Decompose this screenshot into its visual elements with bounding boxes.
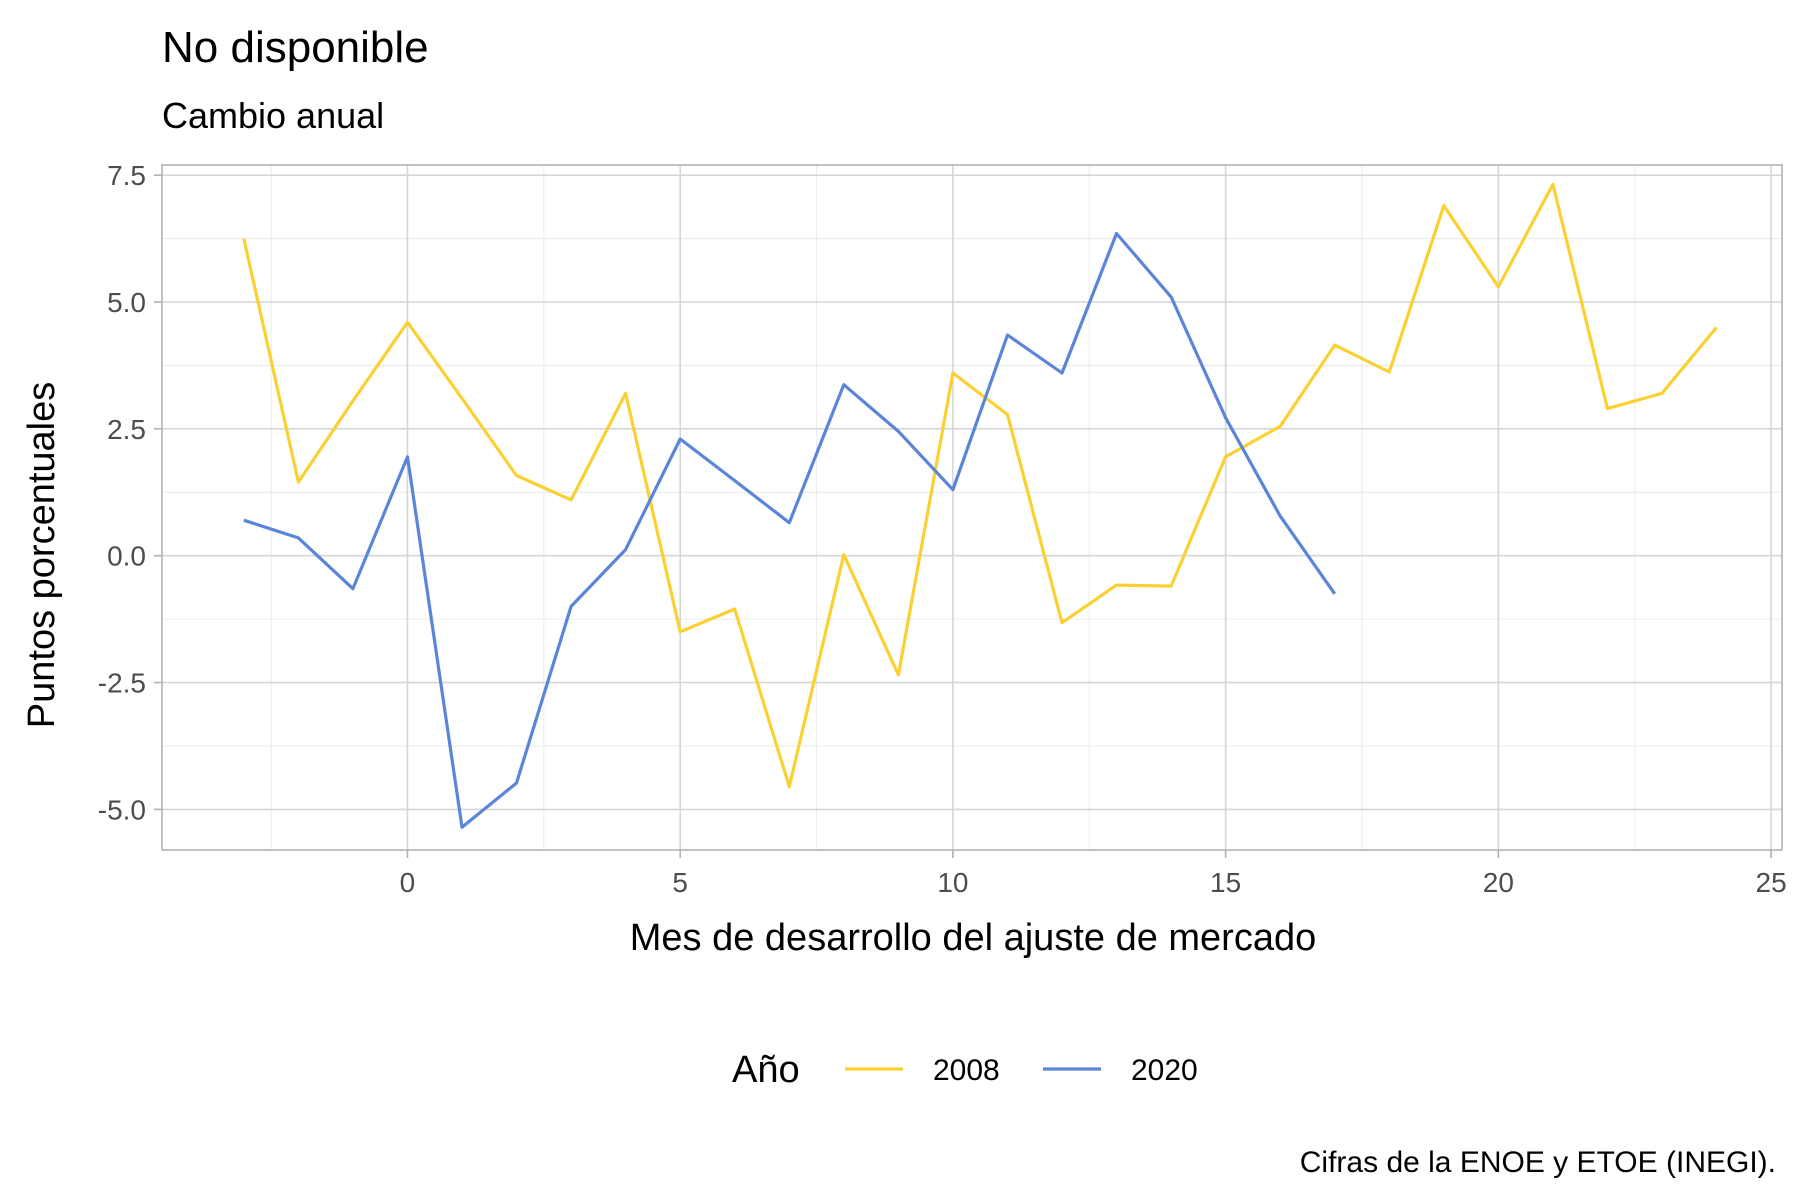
legend-label-2008: 2008 [933,1054,1000,1087]
series-lines [242,182,1718,829]
x-tick-label: 10 [937,867,968,898]
y-axis-title: Puntos porcentuales [21,382,63,728]
legend-items: 2008 2020 [845,1054,1198,1087]
major-gridlines [162,165,1782,850]
y-tick-label: -2.5 [98,668,146,699]
series-line-2020 [243,231,1337,829]
legend-label-2020: 2020 [1131,1054,1198,1087]
x-axis-title: Mes de desarrollo del ajuste de mercado [630,917,1317,959]
plot-panel-border [161,164,1783,851]
chart-title: No disponible [162,23,429,72]
series-line-2008 [242,182,1718,789]
chart-caption: Cifras de la ENOE y ETOE (INEGI). [1300,1146,1776,1179]
x-axis-ticks: 0 5 10 15 20 25 [400,850,1787,898]
chart-subtitle: Cambio anual [162,95,384,136]
y-tick-label: 2.5 [107,414,146,445]
legend-title: Año [732,1049,800,1091]
minor-gridlines [162,165,1782,850]
y-tick-label: 0.0 [107,541,146,572]
x-tick-label: 20 [1483,867,1514,898]
y-tick-label: -5.0 [98,794,146,825]
x-tick-label: 15 [1210,867,1241,898]
y-tick-label: 5.0 [107,287,146,318]
x-tick-label: 5 [672,867,688,898]
x-tick-label: 25 [1756,867,1787,898]
y-axis-ticks: -5.0 -2.5 0.0 2.5 5.0 7.5 [98,160,162,825]
x-tick-label: 0 [400,867,416,898]
y-tick-label: 7.5 [107,160,146,191]
legend: Año 2008 2020 [732,1049,1198,1091]
